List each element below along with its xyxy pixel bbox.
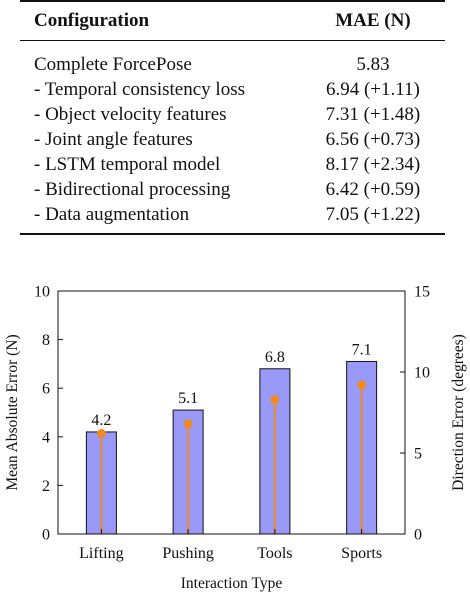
y2-tick-label: 10 (414, 365, 430, 382)
row-mae: 6.94 (+1.11) (325, 79, 420, 100)
stem-point (357, 380, 367, 390)
x-axis-label: Interaction Type (181, 575, 283, 592)
y-tick-label: 4 (42, 429, 50, 446)
row-mae: 5.83 (356, 54, 390, 75)
ablation-table: Configuration MAE (N) Complete ForcePose… (20, 0, 445, 235)
row-mae: 8.17 (+2.34) (325, 154, 421, 175)
header-configuration: Configuration (20, 0, 301, 41)
row-config: - Data augmentation (20, 202, 301, 235)
x-tick-label: Sports (341, 545, 382, 562)
row-mae: 6.56 (+0.73) (325, 129, 421, 150)
row-mae: 7.31 (+1.48) (325, 104, 421, 125)
table-row: - Bidirectional processing 6.42 (+0.59) (20, 177, 445, 202)
y-axis-label: Mean Absolute Error (N) (4, 334, 21, 490)
y2-axis-label: Direction Error (degrees) (450, 334, 467, 491)
row-config: - LSTM temporal model (34, 154, 221, 175)
y2-tick-label: 0 (414, 527, 422, 544)
y-tick-label: 2 (42, 478, 50, 495)
row-mae: 7.05 (+1.22) (300, 202, 445, 235)
error-by-interaction-chart: 4.2 5.1 6.8 7.1 0 2 4 6 8 10 0 5 10 15 Lifting Pushing T… (4, 284, 467, 593)
bar-value-label: 7.1 (352, 341, 372, 358)
y2-tick-label: 15 (414, 284, 430, 301)
bar-value-label: 6.8 (265, 349, 285, 366)
bar-value-label: 5.1 (178, 390, 198, 407)
plot-frame (57, 290, 406, 535)
y-tick-label: 6 (42, 381, 50, 398)
table-row: - Object velocity features 7.31 (+1.48) (20, 102, 445, 127)
ablation-table-container: Configuration MAE (N) Complete ForcePose… (20, 0, 445, 235)
row-config: - Joint angle features (34, 129, 193, 150)
x-tick-label: Pushing (162, 545, 214, 562)
y-tick-label: 10 (34, 284, 50, 301)
y-tick-label: 0 (42, 527, 50, 544)
table-row: - Temporal consistency loss 6.94 (+1.11) (20, 77, 445, 102)
chart-container: 4.2 5.1 6.8 7.1 0 2 4 6 8 10 0 5 10 15 Lifting Pushing T… (0, 268, 470, 596)
row-config: - Bidirectional processing (34, 179, 231, 200)
table-row: - Data augmentation 7.05 (+1.22) (20, 202, 445, 235)
stem-point (183, 419, 193, 429)
stem-point (96, 429, 106, 439)
header-mae: MAE (N) (300, 0, 445, 41)
y2-tick-label: 5 (414, 446, 422, 463)
row-config: - Temporal consistency loss (34, 79, 245, 100)
y-tick-label: 8 (42, 332, 50, 349)
row-config: Complete ForcePose (34, 54, 192, 75)
table-header-row: Configuration MAE (N) (20, 0, 445, 41)
stem-point (270, 395, 280, 405)
row-config: - Object velocity features (34, 104, 227, 125)
table-row: - LSTM temporal model 8.17 (+2.34) (20, 152, 445, 177)
bar-value-label: 4.2 (91, 412, 111, 429)
table-row: Complete ForcePose 5.83 (20, 41, 445, 78)
table-row: - Joint angle features 6.56 (+0.73) (20, 127, 445, 152)
x-tick-label: Lifting (79, 545, 123, 562)
x-tick-label: Tools (257, 545, 292, 562)
row-mae: 6.42 (+0.59) (325, 179, 421, 200)
